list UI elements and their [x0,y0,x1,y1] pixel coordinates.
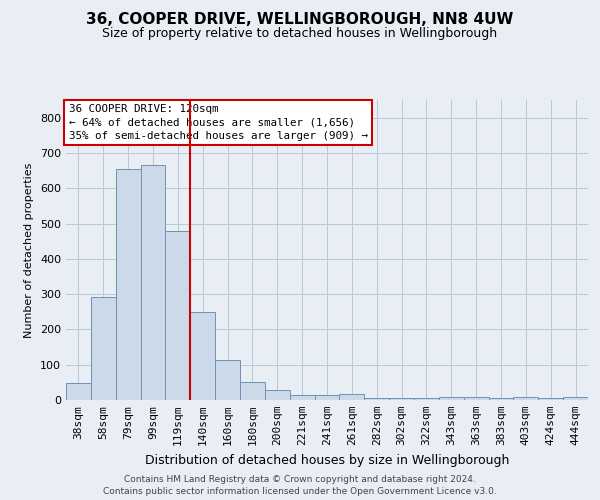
Bar [464,397,488,400]
Bar [66,383,91,400]
Y-axis label: Number of detached properties: Number of detached properties [25,162,34,338]
Text: Contains public sector information licensed under the Open Government Licence v3: Contains public sector information licen… [103,488,497,496]
Bar [190,312,215,400]
Bar [563,397,588,400]
Text: 36 COOPER DRIVE: 120sqm
← 64% of detached houses are smaller (1,656)
35% of semi: 36 COOPER DRIVE: 120sqm ← 64% of detache… [68,104,368,141]
Bar [389,398,414,400]
Bar [116,169,140,400]
Bar [166,232,190,400]
Bar [340,394,364,400]
Bar [414,398,439,400]
Bar [439,397,464,400]
Text: Size of property relative to detached houses in Wellingborough: Size of property relative to detached ho… [103,28,497,40]
Bar [140,166,166,400]
Bar [240,382,265,400]
Bar [91,297,116,400]
Bar [290,394,314,400]
Bar [364,398,389,400]
Text: Contains HM Land Registry data © Crown copyright and database right 2024.: Contains HM Land Registry data © Crown c… [124,475,476,484]
Bar [265,390,290,400]
X-axis label: Distribution of detached houses by size in Wellingborough: Distribution of detached houses by size … [145,454,509,466]
Bar [314,394,340,400]
Bar [538,398,563,400]
Bar [514,397,538,400]
Bar [215,360,240,400]
Bar [488,398,514,400]
Text: 36, COOPER DRIVE, WELLINGBOROUGH, NN8 4UW: 36, COOPER DRIVE, WELLINGBOROUGH, NN8 4U… [86,12,514,28]
